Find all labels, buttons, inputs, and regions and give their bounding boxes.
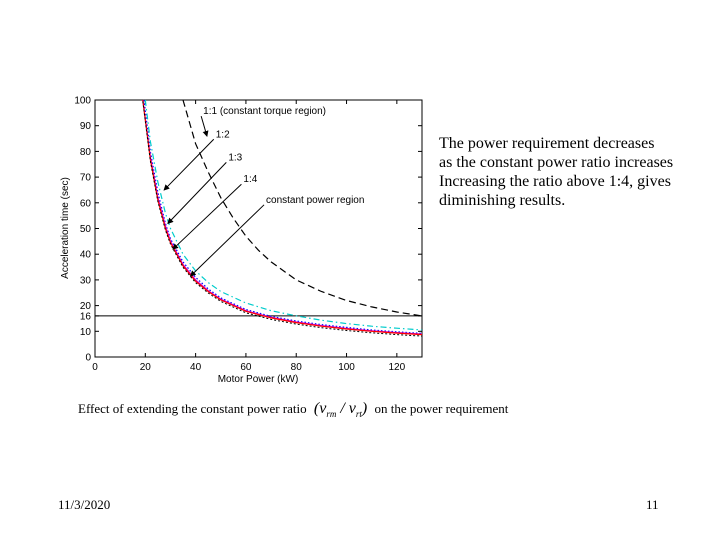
plot-area: [94, 99, 423, 358]
series-line-overlay: [142, 101, 423, 337]
formula-open-paren: (: [313, 400, 320, 417]
formula-v2-sub: rt: [355, 409, 362, 420]
y-tick-label: 80: [80, 147, 92, 158]
annotations: 1:1 (constant torque region) 1:2 1:31:4 con…: [163, 106, 364, 277]
caption-text-before: Effect of extending the constant power r…: [78, 401, 307, 416]
annotation-arrow-1: [163, 138, 215, 191]
x-tick-label: 40: [190, 362, 202, 373]
caption-text-after: on the power requirement: [374, 401, 509, 416]
series-line-1: [144, 99, 423, 331]
x-tick-label: 0: [92, 362, 98, 373]
formula-close-paren: ): [361, 400, 368, 417]
series-line-0: [182, 99, 423, 317]
side-text-line-4: diminishing results.: [439, 192, 566, 209]
y-tick-label: 90: [80, 121, 92, 132]
y-axis-label: Acceleration time (sec): [60, 177, 71, 279]
annotation-label-1: 1:2: [216, 129, 230, 140]
y-tick-label: 100: [74, 96, 91, 107]
curves: [95, 99, 423, 337]
y-tick-label: 40: [80, 250, 92, 261]
y-tick-label: 70: [80, 173, 92, 184]
side-text-line-3: Increasing the ratio above 1:4, gives: [439, 173, 671, 190]
formula-v1: v: [319, 400, 327, 417]
y-tick-label: 10: [80, 327, 92, 338]
page-number: 11: [646, 497, 659, 512]
y-tick-label: 20: [80, 301, 92, 312]
y-tick-label: 30: [80, 275, 92, 286]
formula-v1-sub: rm: [326, 409, 337, 420]
footer-date: 11/3/2020: [58, 497, 111, 512]
y-tick-label: 16: [80, 311, 92, 322]
annotation-label-3: 1:4: [243, 174, 257, 185]
formula-v2: v: [348, 400, 356, 417]
y-tick-label: 60: [80, 198, 92, 209]
x-axis-label: Motor Power (kW): [218, 374, 299, 385]
annotation-arrow-4: [189, 204, 265, 277]
series-line-4: [142, 99, 423, 336]
annotation-arrow-0: [200, 115, 209, 137]
caption-formula: (vrm / vrt): [313, 400, 368, 420]
x-tick-label: 100: [338, 362, 355, 373]
x-tick-label: 20: [140, 362, 152, 373]
figure-caption: Effect of extending the constant power r…: [78, 400, 508, 419]
annotation-label-0: 1:1 (constant torque region): [203, 106, 326, 117]
x-tick-label: 60: [240, 362, 252, 373]
y-tick-label: 0: [85, 353, 91, 364]
x-tick-label: 80: [291, 362, 303, 373]
formula-slash: /: [340, 400, 345, 417]
annotation-label-4: constant power region: [266, 195, 364, 206]
x-tick-label: 120: [389, 362, 406, 373]
power-requirement-chart: 0 20 40 60 80 100 120010162030405060708090100 …: [60, 96, 423, 385]
annotation-arrow-3: [172, 183, 242, 250]
side-text-line-2: as the constant power ratio increases: [439, 154, 674, 171]
y-tick-label: 50: [80, 224, 92, 235]
annotation-arrow-2: [167, 162, 227, 225]
side-explanation: The power requirement decreases as the c…: [439, 134, 714, 210]
annotation-label-2: 1:3: [228, 152, 242, 163]
side-text-line-1: The power requirement decreases: [439, 135, 655, 152]
